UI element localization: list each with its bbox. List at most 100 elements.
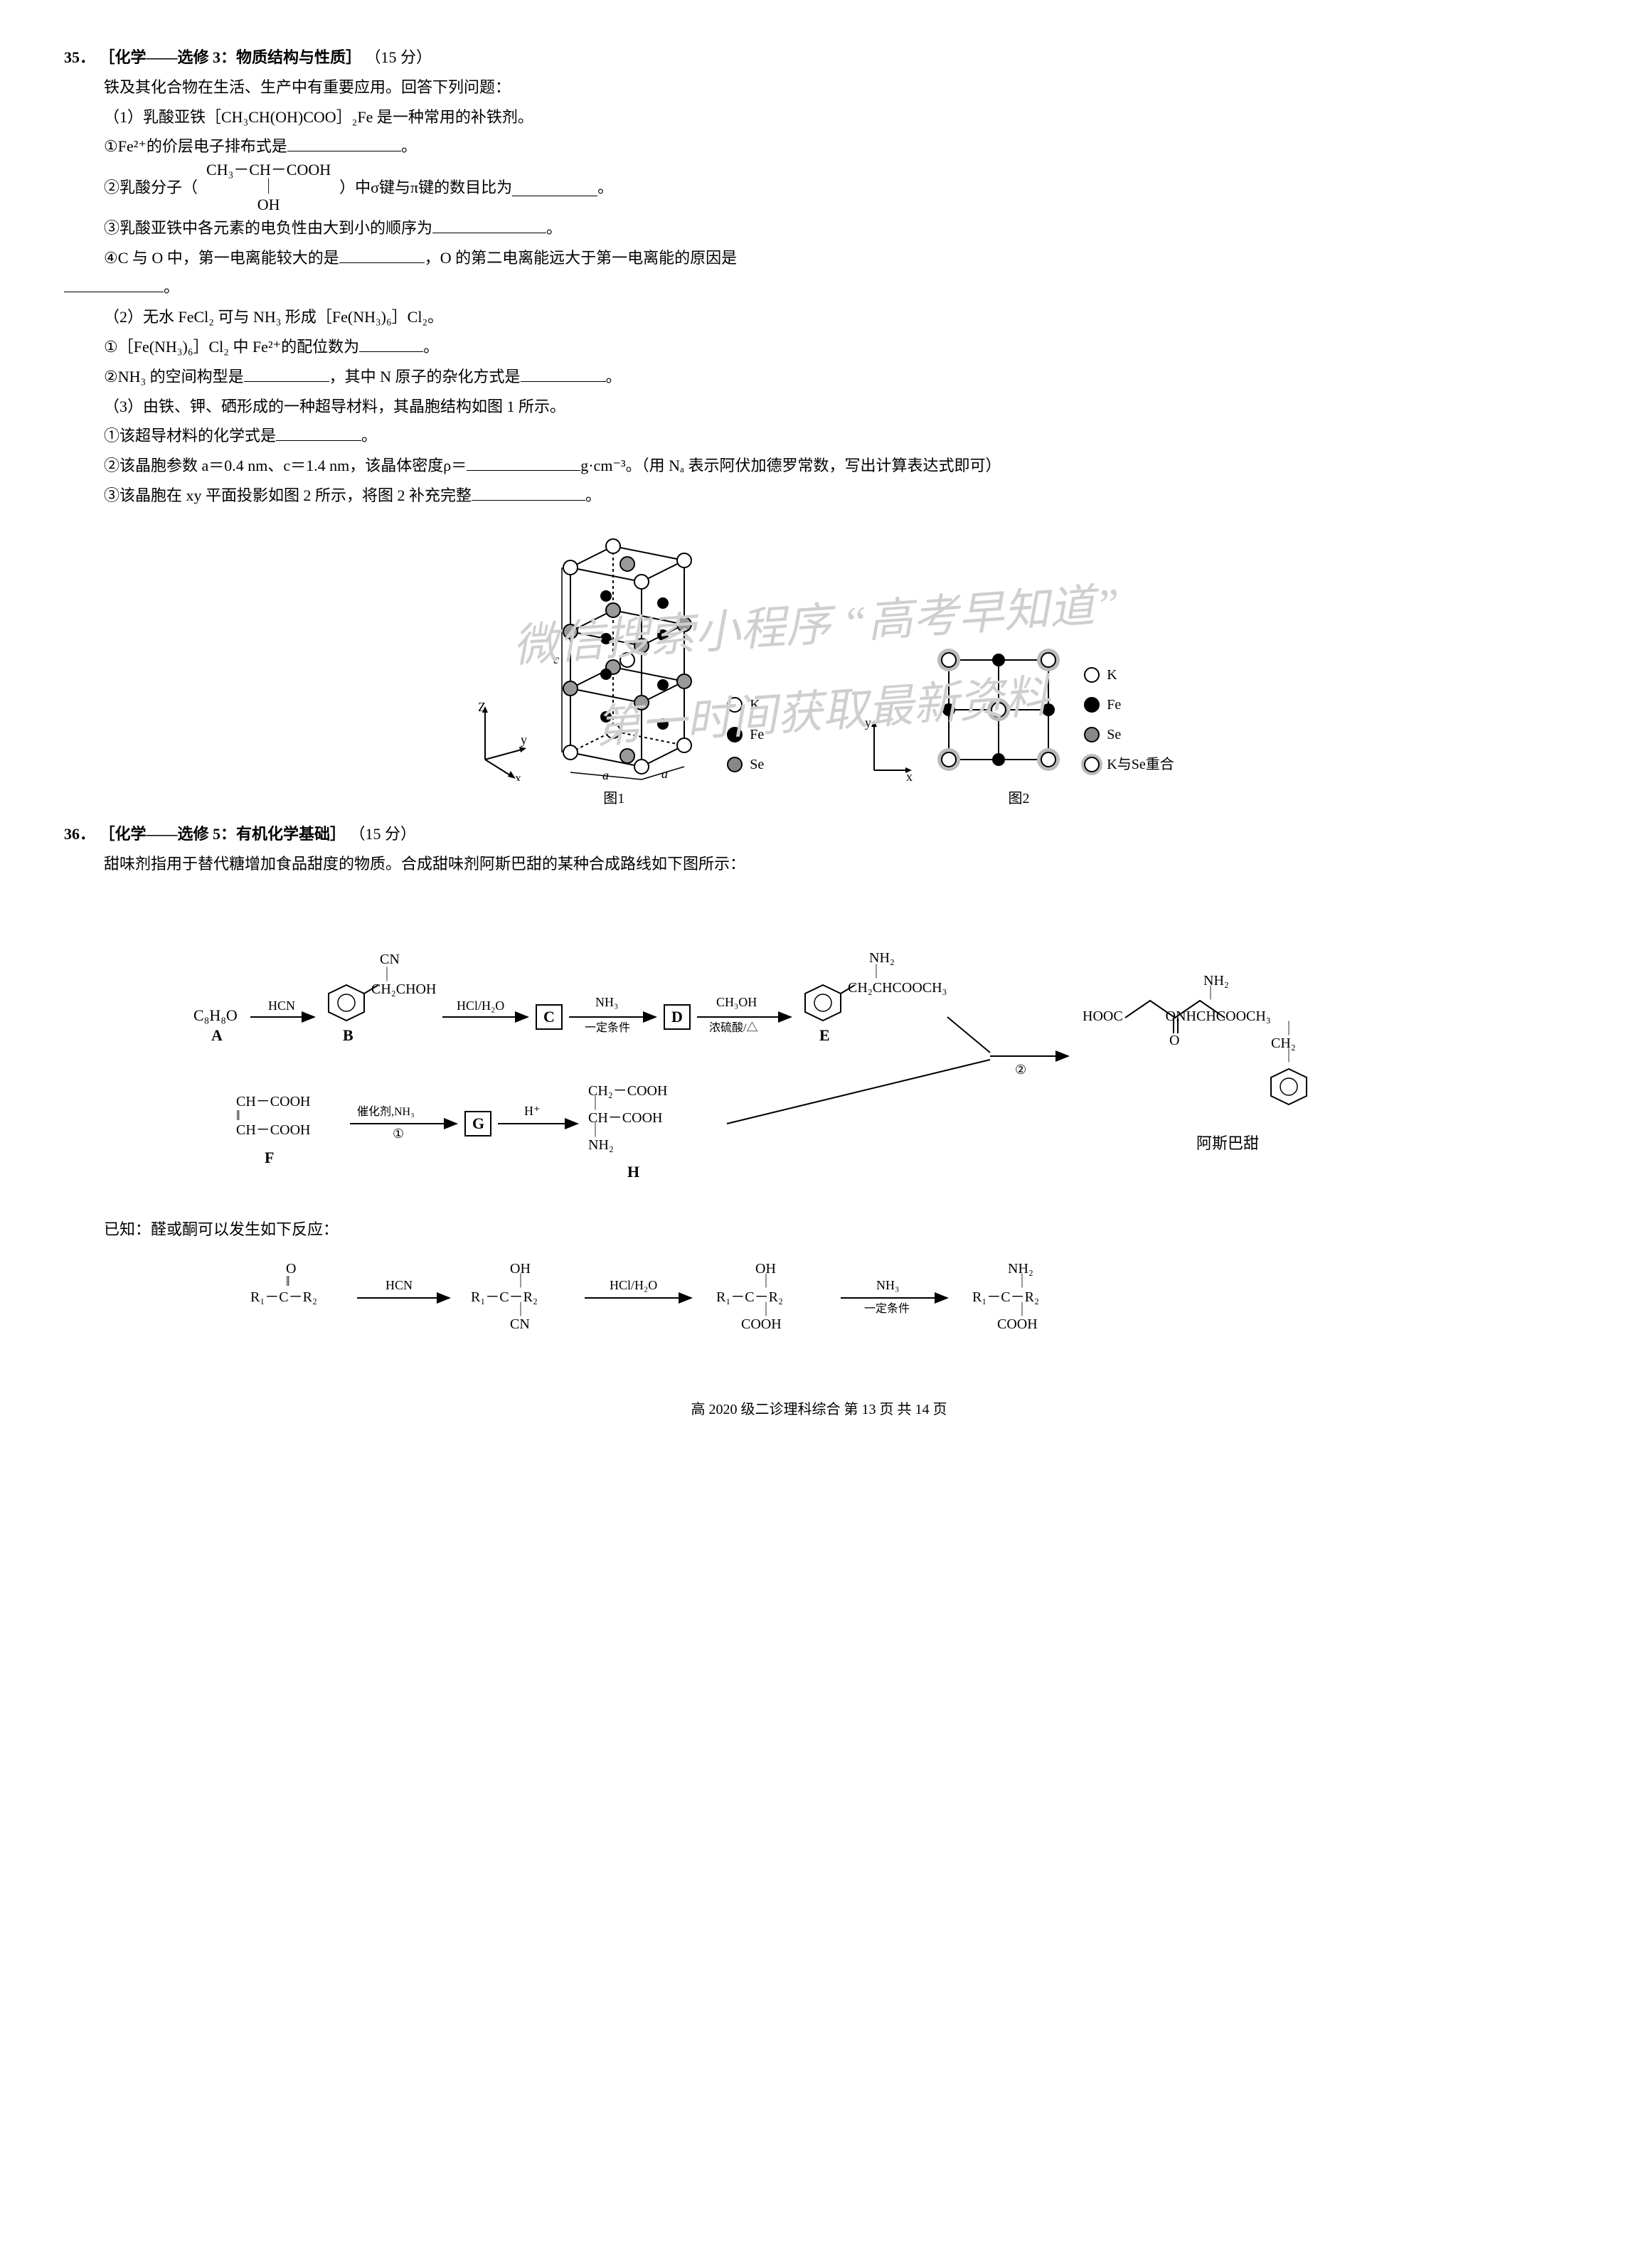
swatch-fe2-icon <box>1084 697 1100 713</box>
figure-2: y x <box>863 639 1174 812</box>
cond-nh3c: 一定条件 <box>585 1021 630 1034</box>
text: g·cm⁻³。（用 Nₐ 表示阿伏加德罗常数，写出计算表达式即可） <box>580 457 1001 474</box>
label-E: E <box>819 1026 830 1044</box>
text: 。 <box>597 173 613 203</box>
aspartame: NH₂ ｜ HOOC ONHCHCOOCH₃ O ｜ CH₂ ｜ <box>1083 973 1307 1104</box>
lactic-acid-structure: CH₃－CH－COOH ｜OH <box>203 161 334 213</box>
asp-name: 阿斯巴甜 <box>1196 1134 1259 1152</box>
legend-se: Se <box>750 751 764 778</box>
text: 。 <box>423 338 439 356</box>
cond-ch3oh: CH₃OH <box>716 995 757 1009</box>
blank[interactable] <box>432 215 546 233</box>
dim-a: a <box>602 768 609 781</box>
svg-text:‖: ‖ <box>286 1274 290 1289</box>
q35-p3-i1: ①该超导材料的化学式是。 <box>64 421 1574 451</box>
lactic-top: CH₃－CH－COOH <box>203 161 334 179</box>
asp-l2: HOOC <box>1083 1008 1123 1024</box>
q35-p3-i2: ②该晶胞参数 a＝0.4 nm、c＝1.4 nm，该晶体密度ρ＝g·cm⁻³。（… <box>64 451 1574 481</box>
blank[interactable] <box>287 134 401 151</box>
q36-points: （15 分） <box>350 825 417 843</box>
q35-p1-i1: ①Fe²⁺的价层电子排布式是。 <box>64 132 1574 161</box>
compound-H: CH₂－COOH ｜ CH－COOH ｜ NH₂ <box>588 1083 667 1153</box>
legend-k: K <box>750 691 760 718</box>
q35-number: 35． <box>64 48 95 66</box>
cond-hcn: HCN <box>268 999 295 1013</box>
svg-text:O: O <box>1169 1033 1179 1048</box>
text: ①［Fe(NH₃)₆］Cl₂ 中 Fe²⁺的配位数为 <box>104 338 359 356</box>
cond-catnh3: 催化剂,NH₃ <box>357 1105 415 1118</box>
cond-h2so4: 浓硫酸/△ <box>709 1021 757 1034</box>
figure-area: 微信搜索小程序 “高考早知道” 第一时间获取最新资料 Z y x <box>64 525 1574 812</box>
text: 。 <box>546 219 562 237</box>
label-G: G <box>472 1114 484 1132</box>
legend-k2: K <box>1107 661 1117 688</box>
figure-1: Z y x <box>464 525 764 812</box>
text: 。 <box>606 368 622 385</box>
text: 。 <box>401 137 417 155</box>
text: ，其中 N 原子的杂化方式是 <box>329 368 521 385</box>
blank[interactable] <box>244 364 329 382</box>
compound-F: CH－COOH ‖ CH－COOH <box>236 1094 310 1138</box>
q35-p2-head: （2）无水 FeCl₂ 可与 NH₃ 形成［Fe(NH₃)₆］Cl₂。 <box>64 302 1574 332</box>
projection-diagram <box>927 639 1070 781</box>
text: ③乳酸亚铁中各元素的电负性由大到小的顺序为 <box>104 219 432 237</box>
blank[interactable] <box>64 275 164 292</box>
q36-number: 36． <box>64 825 95 843</box>
synthesis-svg: C₈H₈O A HCN CN ｜ CH₂CHOH B HCl/H₂O C NH₃… <box>144 878 1495 1205</box>
F-top: CH－COOH <box>236 1094 310 1109</box>
axis-y2: y <box>865 717 871 730</box>
cond-nh3: NH₃ <box>595 995 618 1009</box>
k-s3-bot: COOH <box>741 1316 782 1332</box>
q36-intro: 甜味剂指用于替代糖增加食品甜度的物质。合成甜味剂阿斯巴甜的某种合成路线如下图所示… <box>64 849 1574 879</box>
svg-text:｜: ｜ <box>1203 985 1218 1001</box>
text: ①该超导材料的化学式是 <box>104 427 276 444</box>
blank[interactable] <box>339 245 425 262</box>
cond-c2: ② <box>1015 1063 1026 1077</box>
text: ②乳酸分子（ <box>104 173 198 203</box>
dim-a2: a <box>661 767 668 781</box>
q35-p1-i4: ④C 与 O 中，第一电离能较大的是，O 的第二电离能远大于第一电离能的原因是 <box>64 243 1574 273</box>
legend-fig1: K Fe Se <box>727 688 764 781</box>
blank[interactable] <box>472 483 585 501</box>
axis-x2: x <box>906 770 913 781</box>
blank[interactable] <box>276 423 361 441</box>
legend-fig2: K Fe Se K与Se重合 <box>1084 659 1174 781</box>
B-mid: CH₂CHOH <box>371 981 436 997</box>
label-C: C <box>543 1008 555 1026</box>
q35-header: 35． ［化学——选修 3：物质结构与性质］ （15 分） <box>64 43 1574 73</box>
unit-cell-diagram: a a c <box>542 525 713 781</box>
text: ，O 的第二电离能远大于第一电离能的原因是 <box>425 249 737 267</box>
page-footer: 高 2020 级二诊理科综合 第 13 页 共 14 页 <box>64 1396 1574 1423</box>
svg-text:｜: ｜ <box>514 1301 528 1318</box>
cond-hplus: H⁺ <box>524 1104 541 1118</box>
q35-title: ［化学——选修 3：物质结构与性质］ <box>100 48 362 66</box>
svg-text:‖: ‖ <box>236 1108 240 1124</box>
q36-known-head: 已知：醛或酮可以发生如下反应： <box>64 1215 1574 1245</box>
swatch-k-icon <box>727 697 743 713</box>
blank[interactable] <box>512 179 597 196</box>
asp-l3: ONHCHCOOCH₃ <box>1165 1008 1270 1024</box>
q35-intro: 铁及其化合物在生活、生产中有重要应用。回答下列问题： <box>64 73 1574 102</box>
k-s1: R₁－C－R₂ <box>250 1289 317 1305</box>
label-H: H <box>627 1163 639 1181</box>
compound-E: NH₂ ｜ CH₂CHCOOCH₃ <box>805 950 947 1021</box>
blank[interactable] <box>467 453 580 471</box>
fig2-caption: 图2 <box>1008 785 1029 812</box>
blank[interactable] <box>359 334 423 352</box>
k-s4-bot: COOH <box>997 1316 1038 1332</box>
E-top: NH₂ <box>869 950 895 966</box>
swatch-k2-icon <box>1084 667 1100 683</box>
axis-z: Z <box>478 703 486 714</box>
q35-p2-i2: ②NH₃ 的空间构型是，其中 N 原子的杂化方式是。 <box>64 362 1574 392</box>
k-a2: HCl/H₂O <box>610 1278 657 1292</box>
q35-p3-head: （3）由铁、钾、硒形成的一种超导材料，其晶胞结构如图 1 所示。 <box>64 392 1574 422</box>
legend-se2: Se <box>1107 721 1121 748</box>
k-a1: HCN <box>385 1278 413 1292</box>
q36-title: ［化学——选修 5：有机化学基础］ <box>100 825 346 843</box>
axes-3d-icon: Z y x <box>464 703 528 781</box>
q35-p1-i2: ②乳酸分子（ CH₃－CH－COOH ｜OH ）中σ键与π键的数目比为。 <box>64 161 1574 213</box>
blank[interactable] <box>521 364 606 382</box>
axis-x: x <box>515 771 521 781</box>
swatch-se2-icon <box>1084 727 1100 742</box>
legend-fe: Fe <box>750 721 764 748</box>
